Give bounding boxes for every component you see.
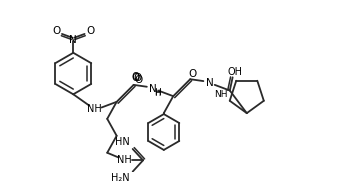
Text: NH: NH bbox=[87, 104, 101, 114]
Text: O: O bbox=[188, 69, 196, 79]
Text: N: N bbox=[149, 84, 156, 94]
Text: O: O bbox=[131, 73, 139, 83]
Text: O: O bbox=[52, 26, 61, 36]
Text: N: N bbox=[69, 35, 77, 45]
Text: H₂N: H₂N bbox=[111, 173, 130, 182]
Text: O: O bbox=[133, 73, 142, 83]
Text: O: O bbox=[134, 75, 142, 85]
Text: N: N bbox=[206, 78, 214, 88]
Text: NH: NH bbox=[214, 90, 227, 99]
Text: O: O bbox=[86, 26, 95, 36]
Text: NH: NH bbox=[117, 155, 132, 165]
Text: HN: HN bbox=[115, 137, 130, 147]
Text: H: H bbox=[154, 88, 161, 97]
Text: OH: OH bbox=[227, 67, 242, 77]
Text: O: O bbox=[131, 72, 139, 82]
Text: H: H bbox=[154, 89, 160, 98]
